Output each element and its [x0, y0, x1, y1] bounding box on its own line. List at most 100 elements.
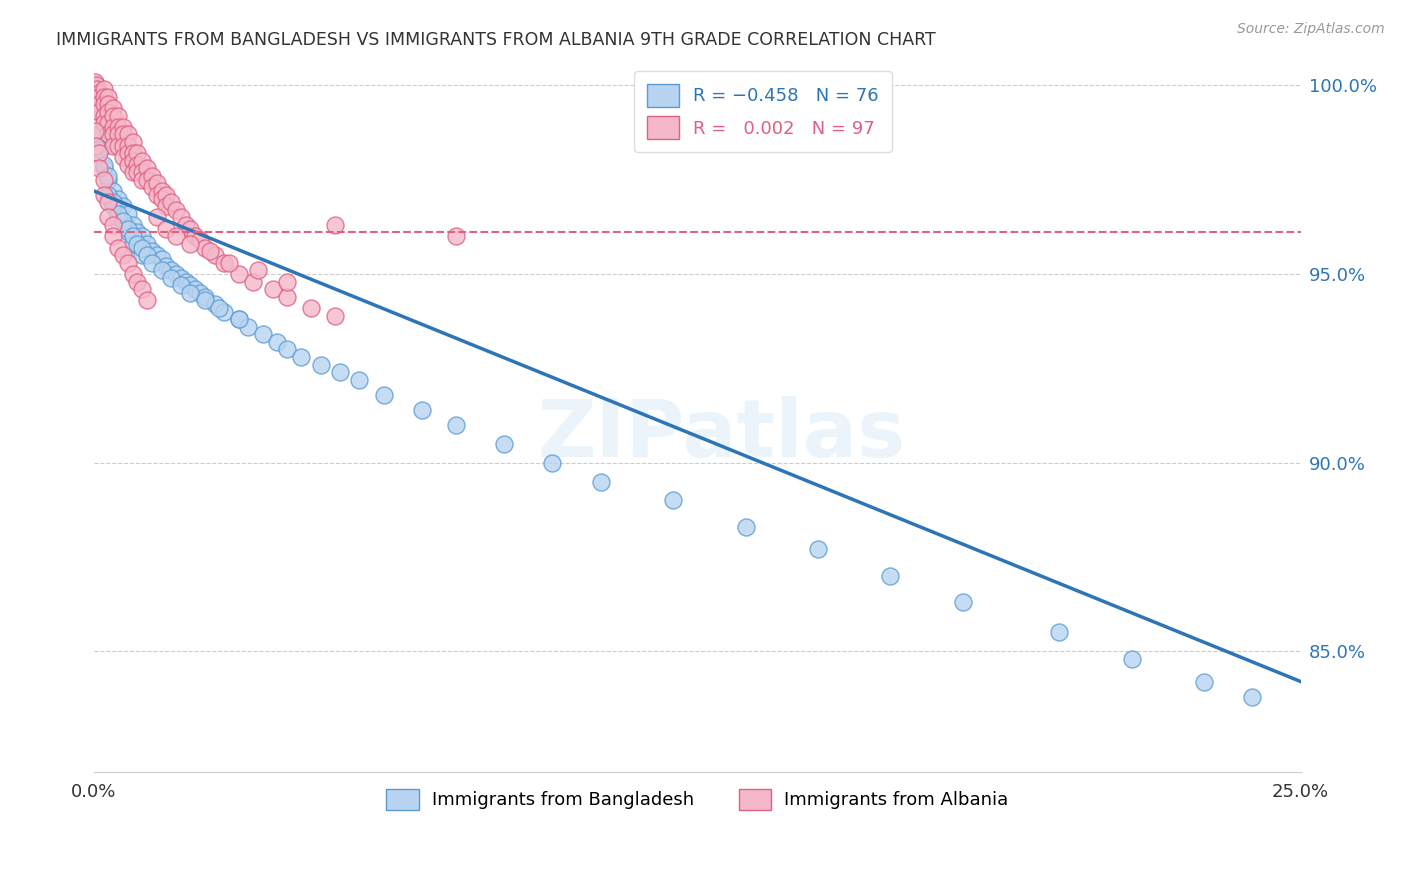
Point — [103, 108, 125, 122]
Point — [541, 456, 564, 470]
Point — [93, 97, 115, 112]
Point — [121, 153, 143, 168]
Point — [117, 157, 139, 171]
Point — [179, 221, 201, 235]
Point — [155, 187, 177, 202]
Point — [84, 123, 107, 137]
Point — [103, 128, 125, 142]
Point — [131, 165, 153, 179]
Point — [150, 184, 173, 198]
Point — [242, 275, 264, 289]
Point — [107, 192, 129, 206]
Point — [127, 165, 149, 179]
Point — [160, 270, 183, 285]
Point — [589, 475, 612, 489]
Point — [218, 255, 240, 269]
Point — [127, 236, 149, 251]
Point — [247, 263, 270, 277]
Point — [107, 211, 129, 225]
Point — [93, 157, 115, 171]
Point — [198, 244, 221, 259]
Point — [103, 138, 125, 153]
Point — [97, 172, 120, 186]
Point — [107, 128, 129, 142]
Point — [97, 128, 120, 142]
Point — [494, 437, 516, 451]
Point — [107, 241, 129, 255]
Point — [136, 293, 159, 308]
Point — [111, 128, 134, 142]
Point — [194, 241, 217, 255]
Point — [734, 520, 756, 534]
Point — [879, 569, 901, 583]
Point — [165, 267, 187, 281]
Point — [174, 275, 197, 289]
Point — [107, 108, 129, 122]
Point — [160, 263, 183, 277]
Point — [117, 128, 139, 142]
Point — [111, 214, 134, 228]
Point — [97, 89, 120, 103]
Point — [87, 89, 110, 103]
Point — [93, 161, 115, 176]
Point — [107, 206, 129, 220]
Point — [93, 116, 115, 130]
Point — [228, 267, 250, 281]
Point — [179, 285, 201, 300]
Point — [107, 138, 129, 153]
Point — [155, 260, 177, 274]
Point — [136, 161, 159, 176]
Point — [204, 248, 226, 262]
Point — [444, 229, 467, 244]
Point — [155, 199, 177, 213]
Text: ZIPatlas: ZIPatlas — [537, 396, 905, 475]
Point — [117, 221, 139, 235]
Point — [155, 221, 177, 235]
Point — [97, 211, 120, 225]
Point — [87, 97, 110, 112]
Point — [103, 184, 125, 198]
Point — [93, 82, 115, 96]
Point — [121, 135, 143, 149]
Point — [84, 74, 107, 88]
Point — [117, 138, 139, 153]
Point — [93, 108, 115, 122]
Point — [188, 285, 211, 300]
Point — [93, 89, 115, 103]
Point — [93, 172, 115, 186]
Point — [111, 248, 134, 262]
Point — [174, 218, 197, 232]
Point — [266, 334, 288, 349]
Point — [111, 150, 134, 164]
Point — [131, 153, 153, 168]
Point — [97, 104, 120, 119]
Point — [290, 350, 312, 364]
Point — [117, 255, 139, 269]
Point — [299, 301, 322, 315]
Point — [170, 270, 193, 285]
Point — [194, 293, 217, 308]
Point — [103, 120, 125, 134]
Point — [1121, 652, 1143, 666]
Text: IMMIGRANTS FROM BANGLADESH VS IMMIGRANTS FROM ALBANIA 9TH GRADE CORRELATION CHAR: IMMIGRANTS FROM BANGLADESH VS IMMIGRANTS… — [56, 31, 936, 49]
Point — [87, 146, 110, 161]
Point — [103, 229, 125, 244]
Point — [131, 241, 153, 255]
Point — [107, 120, 129, 134]
Point — [323, 309, 346, 323]
Point — [188, 233, 211, 247]
Point — [141, 255, 163, 269]
Point — [86, 82, 108, 96]
Point — [141, 169, 163, 183]
Point — [165, 202, 187, 217]
Point — [228, 312, 250, 326]
Point — [97, 116, 120, 130]
Point — [276, 290, 298, 304]
Point — [276, 343, 298, 357]
Point — [103, 101, 125, 115]
Legend: Immigrants from Bangladesh, Immigrants from Albania: Immigrants from Bangladesh, Immigrants f… — [380, 781, 1015, 817]
Point — [127, 226, 149, 240]
Text: Source: ZipAtlas.com: Source: ZipAtlas.com — [1237, 22, 1385, 37]
Point — [121, 229, 143, 244]
Point — [103, 218, 125, 232]
